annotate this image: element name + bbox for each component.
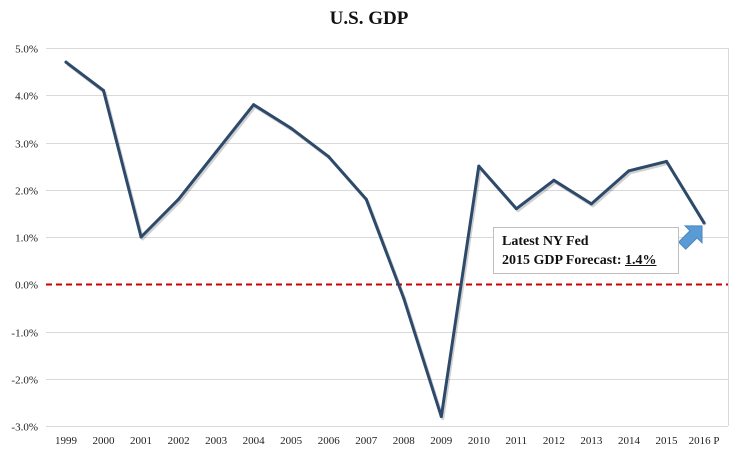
annotation-arrow bbox=[677, 225, 703, 250]
x-tick-label: 2016 P bbox=[689, 435, 720, 447]
x-tick-label: 1999 bbox=[55, 435, 78, 447]
x-tick-label: 2009 bbox=[430, 435, 453, 447]
y-tick-label: -1.0% bbox=[11, 328, 38, 340]
x-tick-label: 2001 bbox=[130, 435, 152, 447]
data-point bbox=[327, 155, 331, 159]
y-tick-label: 1.0% bbox=[15, 233, 38, 245]
data-point bbox=[102, 89, 106, 93]
data-point bbox=[552, 178, 556, 182]
arrow-shape bbox=[677, 225, 703, 250]
x-tick-label: 2005 bbox=[280, 435, 303, 447]
annotation-line-1: Latest NY Fed bbox=[502, 234, 589, 249]
annotation-line-2: 2015 GDP Forecast: 1.4% bbox=[502, 251, 672, 270]
data-point bbox=[477, 164, 481, 168]
data-point bbox=[252, 103, 256, 107]
x-tick-label: 2004 bbox=[243, 435, 266, 447]
annotation-forecast-value: 1.4% bbox=[625, 253, 657, 268]
x-tick-label: 2000 bbox=[93, 435, 116, 447]
data-point bbox=[289, 126, 293, 130]
x-tick-label: 2007 bbox=[355, 435, 378, 447]
data-point bbox=[627, 169, 631, 173]
x-tick-label: 2013 bbox=[580, 435, 603, 447]
data-point bbox=[514, 207, 518, 211]
x-tick-label: 2003 bbox=[205, 435, 228, 447]
x-tick-label: 2008 bbox=[393, 435, 416, 447]
data-point bbox=[589, 202, 593, 206]
data-point bbox=[402, 296, 406, 300]
y-tick-label: 5.0% bbox=[15, 44, 38, 56]
x-tick-label: 2010 bbox=[468, 435, 491, 447]
data-point bbox=[214, 150, 218, 154]
y-tick-label: -3.0% bbox=[11, 422, 38, 434]
annotation-arrow-layer bbox=[677, 225, 703, 250]
data-point bbox=[139, 235, 143, 239]
y-tick-label: 3.0% bbox=[15, 139, 38, 151]
x-tick-label: 2002 bbox=[168, 435, 190, 447]
x-tick-label: 2015 bbox=[655, 435, 678, 447]
data-point bbox=[439, 415, 443, 419]
x-tick-label: 2006 bbox=[318, 435, 341, 447]
y-tick-label: 4.0% bbox=[15, 91, 38, 103]
x-tick-label: 2012 bbox=[543, 435, 565, 447]
data-point bbox=[664, 159, 668, 163]
gdp-series-line bbox=[64, 60, 706, 419]
forecast-annotation: Latest NY Fed 2015 GDP Forecast: 1.4% bbox=[493, 227, 679, 274]
annotation-forecast-label: 2015 GDP Forecast: bbox=[502, 253, 625, 268]
x-tick-label: 2014 bbox=[618, 435, 641, 447]
y-axis-ticks: 5.0% 4.0% 3.0% 2.0% 1.0% 0.0% -1.0% -2.0% -3.0% bbox=[11, 44, 38, 434]
y-tick-label: -2.0% bbox=[11, 375, 38, 387]
y-tick-label: 2.0% bbox=[15, 186, 38, 198]
gridlines bbox=[46, 48, 729, 427]
data-point bbox=[64, 60, 68, 64]
x-tick-label: 2011 bbox=[506, 435, 528, 447]
chart-title: U.S. GDP bbox=[329, 8, 409, 29]
x-axis-ticks: 1999 2000 2001 2002 2003 2004 2005 2006 2007 2008… bbox=[55, 435, 719, 447]
y-tick-label: 0.0% bbox=[15, 280, 38, 292]
data-point bbox=[364, 197, 368, 201]
series-layer bbox=[64, 60, 707, 421]
data-point bbox=[702, 221, 706, 225]
data-point bbox=[177, 197, 181, 201]
